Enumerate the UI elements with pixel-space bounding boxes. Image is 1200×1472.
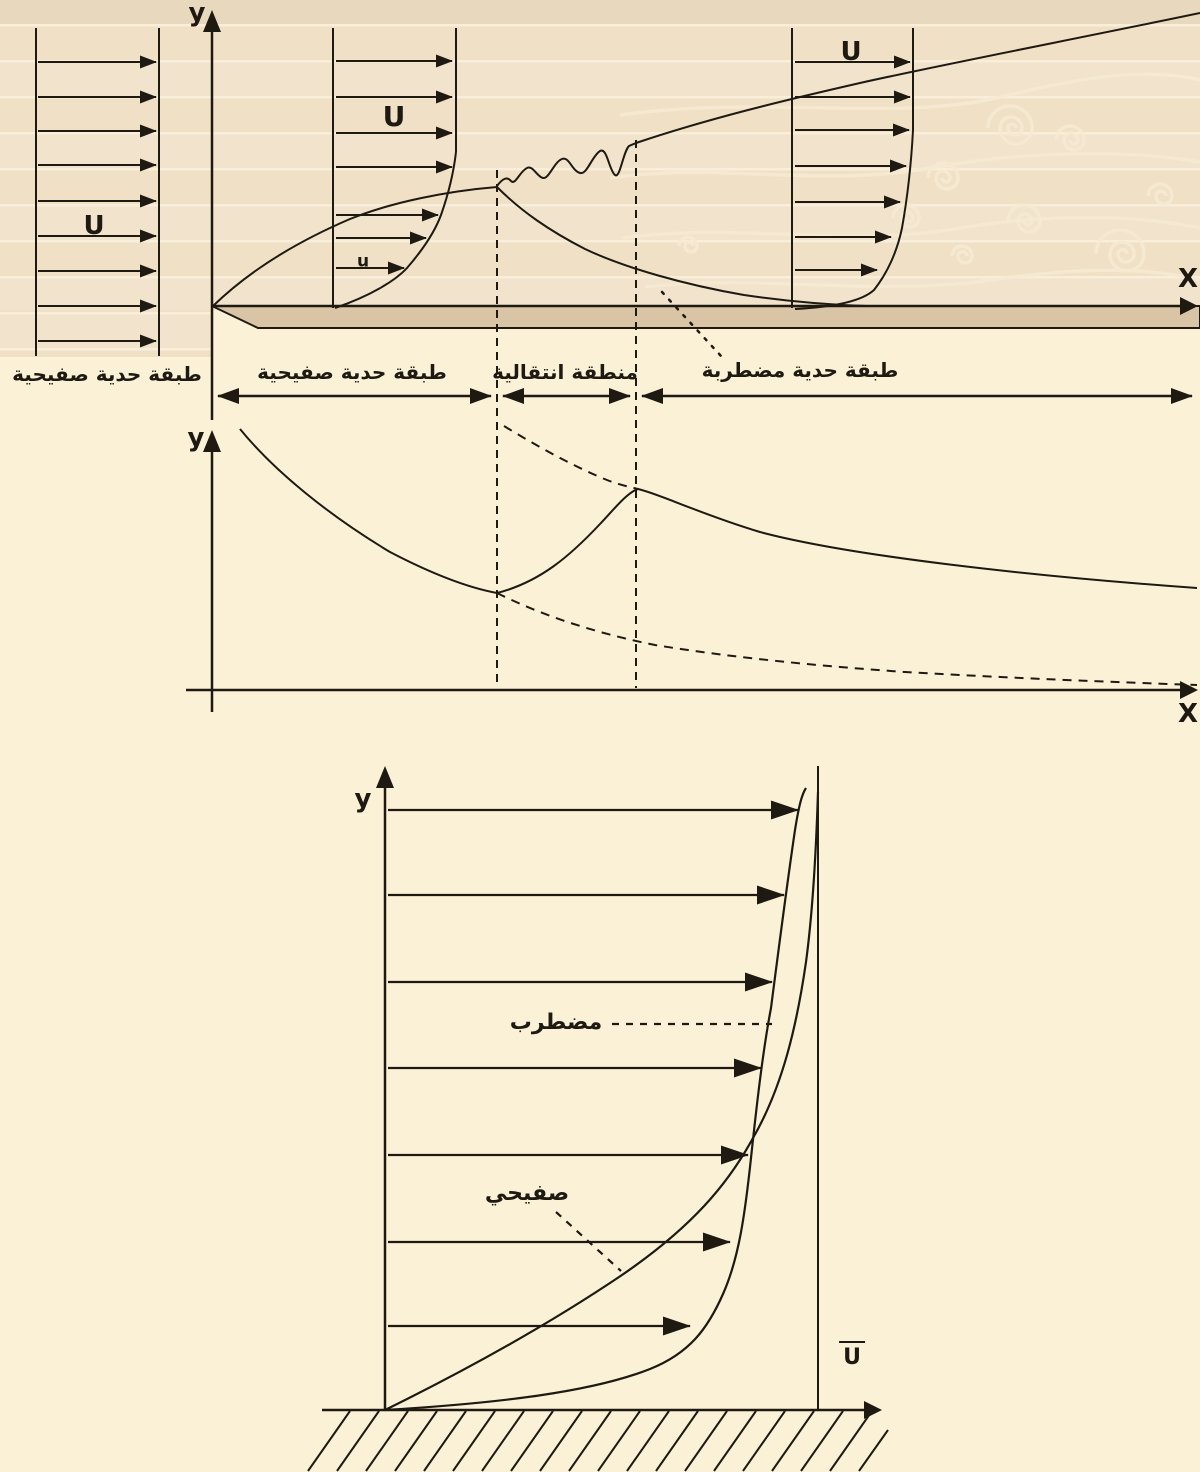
middle-y-axis-label: y: [187, 423, 205, 453]
wall-hatching: [307, 1410, 889, 1472]
top-y-axis: [203, 10, 221, 420]
laminar-profile-label: صفيحي: [484, 1181, 570, 1206]
turbulent-profile-label: مضطرب: [509, 1010, 603, 1035]
mean-velocity-label: U: [839, 1341, 865, 1370]
top-figure: [0, 0, 1200, 688]
freestream-velocity-label: U: [83, 211, 105, 241]
turbulent-label-dotted-pointer: [660, 290, 723, 358]
middle-x-axis: [186, 681, 1198, 699]
turbulence-swirl-decorations: [609, 72, 1200, 289]
laminar-station-local-velocity-label: u: [356, 251, 370, 272]
thickness-solid-curve: [239, 428, 1198, 595]
freestream-velocity-profile: [35, 28, 160, 356]
velocity-arrows: [388, 800, 799, 1336]
bottom-y-axis-label: y: [354, 784, 372, 814]
velocity-arrows: [795, 55, 911, 277]
turbulent-station-velocity-label: U: [840, 37, 862, 67]
viscous-sublayer-curve: [496, 186, 867, 307]
transition-wavy-edge-curve: [496, 142, 637, 187]
laminar-velocity-profile-curve: [384, 791, 820, 1411]
velocity-arrows: [38, 55, 157, 348]
middle-y-axis: [203, 430, 221, 712]
top-x-axis: [213, 297, 1198, 315]
laminar-region-label: طبقة حدية صفيحية: [257, 360, 447, 384]
velocity-arrows: [336, 54, 453, 275]
turbulent-region-label: طبقة حدية مضطربة: [701, 358, 899, 382]
wall-with-u-axis: [307, 1401, 889, 1472]
upstream-region-label: طبقة حدية صفيحية: [12, 362, 202, 386]
laminar-boundary-layer-edge-curve: [212, 186, 498, 307]
middle-x-axis-label: X: [1177, 699, 1199, 729]
u-overbar: U: [839, 1341, 865, 1370]
transition-region-label: منطقة انتقالية: [492, 360, 638, 384]
bottom-y-axis: [376, 766, 394, 1410]
laminar-station-velocity-profile: [332, 28, 457, 309]
laminar-extrapolation-dashed-curve: [496, 592, 1198, 686]
turbulent-extrapolation-dashed-curve: [503, 425, 639, 490]
bottom-figure: [307, 766, 889, 1472]
turbulent-velocity-profile-curve: [384, 787, 807, 1412]
top-x-axis-label: X: [1177, 264, 1199, 294]
middle-figure: [186, 425, 1198, 712]
top-y-axis-label: y: [188, 0, 206, 28]
turbulent-boundary-layer-edge-curve: [635, 12, 1200, 144]
laminar-label-dashed-pointer: [555, 1211, 622, 1272]
flat-plate: [211, 305, 1200, 329]
stream-stripes-background: [0, 0, 1200, 357]
turbulent-station-velocity-profile: [791, 28, 914, 310]
laminar-station-velocity-label: U: [382, 100, 406, 133]
